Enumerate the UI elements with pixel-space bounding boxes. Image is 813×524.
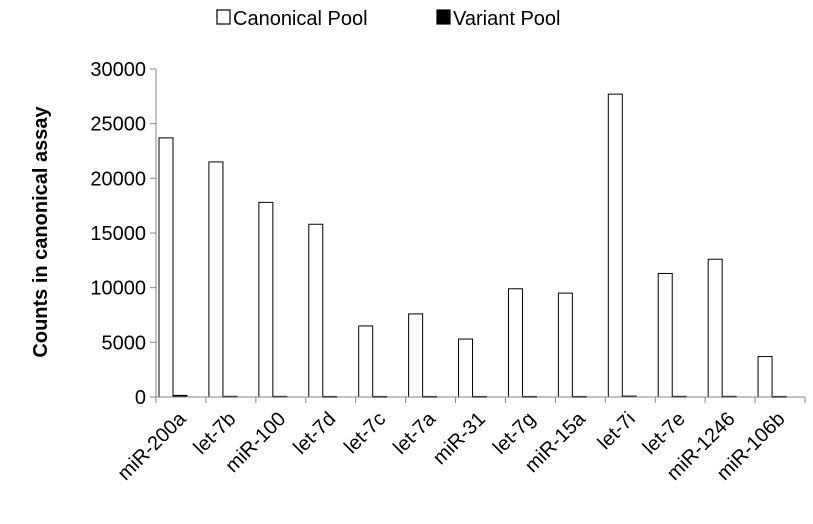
x-category-label: let-7i (594, 408, 640, 454)
x-category-label: let-7d (289, 408, 340, 459)
bar-canonical-pool (208, 161, 224, 398)
y-tick-label: 0 (135, 387, 146, 409)
bar-canonical-pool (258, 201, 274, 398)
bar-canonical-pool (557, 292, 573, 398)
legend: Canonical Pool Variant Pool (216, 8, 560, 30)
bar-canonical-pool (757, 356, 773, 398)
legend-swatch-variant-pool (436, 9, 451, 25)
bar-canonical-pool (308, 223, 324, 398)
y-axis-title: Counts in canonical assay (30, 106, 52, 358)
y-tick-label: 15000 (90, 223, 146, 245)
x-axis-ticks (155, 397, 806, 403)
bar-canonical-pool (408, 313, 424, 398)
y-tick-label: 5000 (102, 332, 147, 354)
y-tick-label: 30000 (90, 59, 146, 81)
legend-label-canonical-pool: Canonical Pool (233, 8, 368, 30)
bar-canonical-pool (358, 325, 374, 398)
bar-canonical-pool (607, 93, 623, 398)
y-axis-ticks: 0 5000 10000 15000 20000 25000 30000 (90, 59, 156, 409)
y-tick-label: 25000 (90, 114, 146, 136)
legend-item-variant-pool: Variant Pool (436, 8, 560, 30)
x-category-label: let-7c (340, 408, 390, 458)
x-category-label: miR-200a (114, 407, 191, 484)
bar-canonical-pool (458, 338, 474, 398)
legend-swatch-canonical-pool (216, 9, 231, 25)
bar-canonical-pool (657, 272, 673, 398)
legend-item-canonical-pool: Canonical Pool (216, 8, 368, 30)
x-category-label: miR-31 (429, 408, 490, 469)
y-tick-label: 20000 (90, 168, 146, 190)
y-tick-label: 10000 (90, 278, 146, 300)
bar-canonical-pool (707, 258, 723, 398)
bars (158, 93, 787, 398)
bar-canonical-pool (507, 288, 523, 398)
legend-label-variant-pool: Variant Pool (453, 8, 560, 30)
bar-canonical-pool (158, 137, 174, 398)
